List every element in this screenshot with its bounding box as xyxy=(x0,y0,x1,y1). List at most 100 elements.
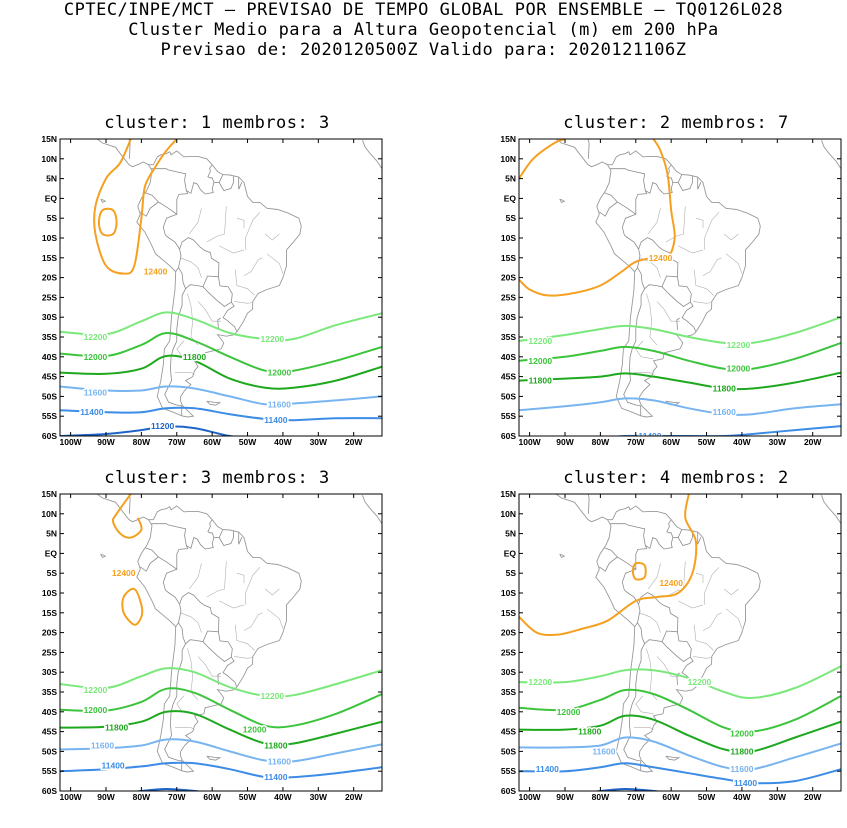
coastline xyxy=(74,486,148,522)
coastline xyxy=(571,470,589,514)
coastline xyxy=(571,115,589,159)
lat-tick-label: 10N xyxy=(500,154,516,164)
lat-tick-label: EQ xyxy=(504,548,517,558)
coastline xyxy=(822,495,847,535)
contour-label: 11400 xyxy=(264,415,287,425)
country-border xyxy=(645,520,673,549)
contour-line-12400 xyxy=(94,139,177,274)
country-border xyxy=(165,644,186,771)
state-border xyxy=(180,258,201,278)
lon-tick-label: 60W xyxy=(662,792,680,802)
lat-tick-label: 10N xyxy=(500,509,516,519)
state-border xyxy=(693,656,712,658)
lat-tick-label: 40S xyxy=(42,352,57,362)
country-border xyxy=(223,657,237,687)
country-border xyxy=(678,175,692,191)
lon-tick-label: 20W xyxy=(345,792,363,802)
contour-label: 11800 xyxy=(264,740,287,750)
lat-tick-label: 5S xyxy=(506,568,517,578)
state-border xyxy=(724,234,738,240)
contour-line-12400 xyxy=(99,209,117,236)
contour-line-12400 xyxy=(519,139,565,179)
lon-tick-label: 70W xyxy=(627,792,645,802)
coastline xyxy=(822,140,847,180)
lat-tick-label: 45S xyxy=(42,727,57,737)
lon-tick-label: 40W xyxy=(274,792,292,802)
lon-tick-label: 40W xyxy=(733,437,751,447)
lat-tick-label: 5N xyxy=(46,174,57,184)
state-border xyxy=(237,573,244,583)
country-border xyxy=(599,202,617,216)
lat-tick-label: 15N xyxy=(41,489,57,499)
state-border xyxy=(267,609,283,629)
contour-line-11800 xyxy=(519,373,841,390)
country-border xyxy=(179,238,219,289)
lat-tick-label: 25S xyxy=(42,647,57,657)
lat-tick-label: 55S xyxy=(501,411,516,421)
contour-label: 12000 xyxy=(557,707,581,717)
contour-label: 11800 xyxy=(713,383,736,393)
lon-tick-label: 60W xyxy=(203,792,221,802)
lon-tick-label: 80W xyxy=(592,792,610,802)
coastline xyxy=(596,151,761,417)
lat-tick-label: 5S xyxy=(47,568,58,578)
lat-tick-label: 35S xyxy=(501,687,516,697)
lat-tick-label: 15S xyxy=(42,253,57,263)
lon-tick-label: 80W xyxy=(592,437,610,447)
lon-tick-label: 70W xyxy=(168,792,186,802)
lon-tick-label: 90W xyxy=(556,792,574,802)
lon-tick-label: 90W xyxy=(556,437,574,447)
lon-tick-label: 30W xyxy=(769,437,787,447)
state-border xyxy=(207,206,227,242)
country-border xyxy=(219,530,233,546)
country-border xyxy=(682,302,696,332)
contour-label: 11800 xyxy=(529,376,552,386)
lon-tick-label: 90W xyxy=(97,437,115,447)
state-border xyxy=(237,218,244,228)
contour-label: 11200 xyxy=(151,421,174,431)
lat-tick-label: 50S xyxy=(42,391,57,401)
contour-line-11600 xyxy=(519,398,841,415)
country-border xyxy=(223,302,237,332)
contour-label: 12200 xyxy=(84,685,108,695)
contour-label: 11600 xyxy=(713,407,736,417)
lat-tick-label: 45S xyxy=(42,372,57,382)
lat-tick-label: 10N xyxy=(41,154,57,164)
country-border xyxy=(219,175,233,191)
country-border xyxy=(624,289,645,416)
coastline xyxy=(666,756,679,760)
contour-line-12000 xyxy=(519,343,841,370)
contour-line-11400 xyxy=(519,763,841,783)
lat-tick-label: 15N xyxy=(500,134,516,144)
state-border xyxy=(245,567,260,605)
lon-tick-label: 50W xyxy=(698,792,716,802)
lat-tick-label: 15N xyxy=(500,489,516,499)
contour-label: 11800 xyxy=(578,727,601,737)
lon-tick-label: 20W xyxy=(804,792,822,802)
lat-tick-label: 25S xyxy=(42,292,57,302)
state-border xyxy=(694,625,713,651)
contour-label: 12200 xyxy=(528,677,552,687)
header-line-3: Previsao de: 2020120500Z Valido para: 20… xyxy=(0,40,847,60)
state-border xyxy=(657,301,680,321)
contour-label: 11600 xyxy=(84,387,107,397)
state-border xyxy=(639,613,660,633)
country-border xyxy=(677,318,680,330)
contour-label: 11800 xyxy=(105,723,128,733)
contour-label: 12400 xyxy=(649,253,673,263)
lat-tick-label: 55S xyxy=(42,411,57,421)
contour-line-12400 xyxy=(633,563,646,580)
country-border xyxy=(638,593,678,644)
lat-tick-label: 20S xyxy=(42,628,57,638)
lat-tick-label: 5S xyxy=(506,213,517,223)
figure-header: CPTEC/INPE/MCT – PREVISAO DE TEMPO GLOBA… xyxy=(0,0,847,60)
state-border xyxy=(189,563,201,589)
lat-tick-label: 60S xyxy=(501,786,516,796)
lon-tick-label: 80W xyxy=(133,792,151,802)
state-border xyxy=(245,212,260,250)
state-border xyxy=(198,301,221,321)
